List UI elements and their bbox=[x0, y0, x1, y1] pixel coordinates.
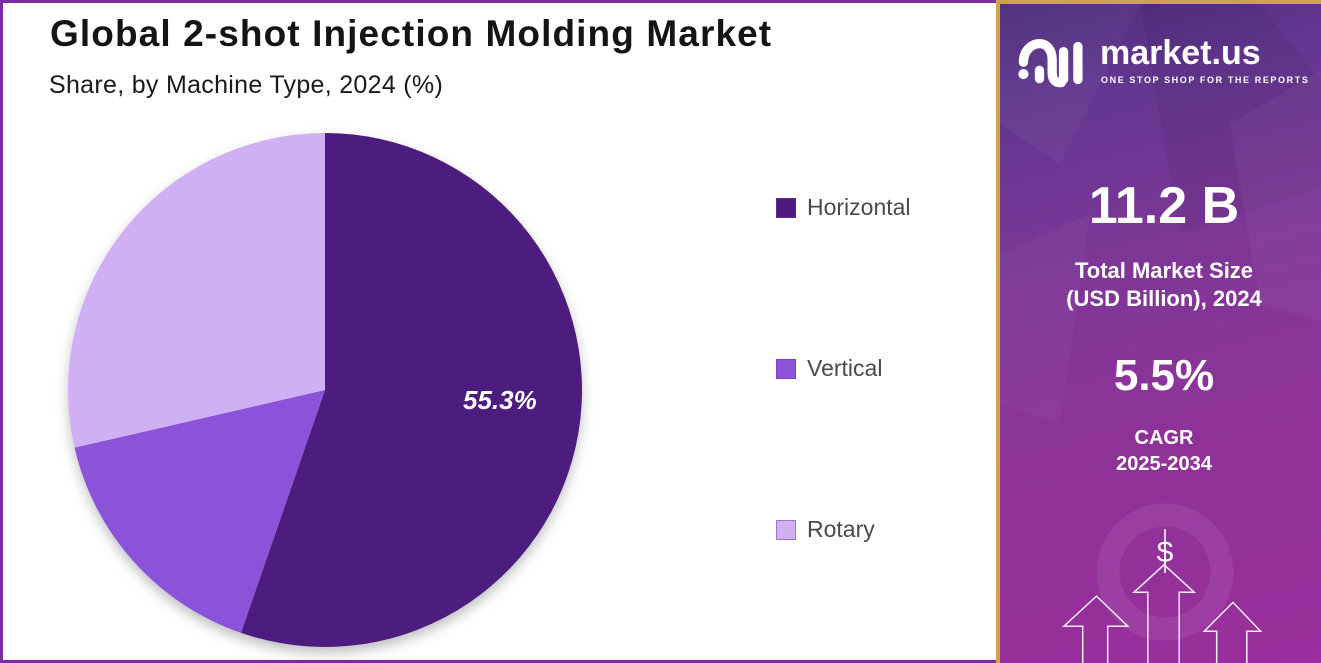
svg-text:$: $ bbox=[1157, 536, 1174, 569]
svg-text:55.3%: 55.3% bbox=[463, 385, 537, 415]
